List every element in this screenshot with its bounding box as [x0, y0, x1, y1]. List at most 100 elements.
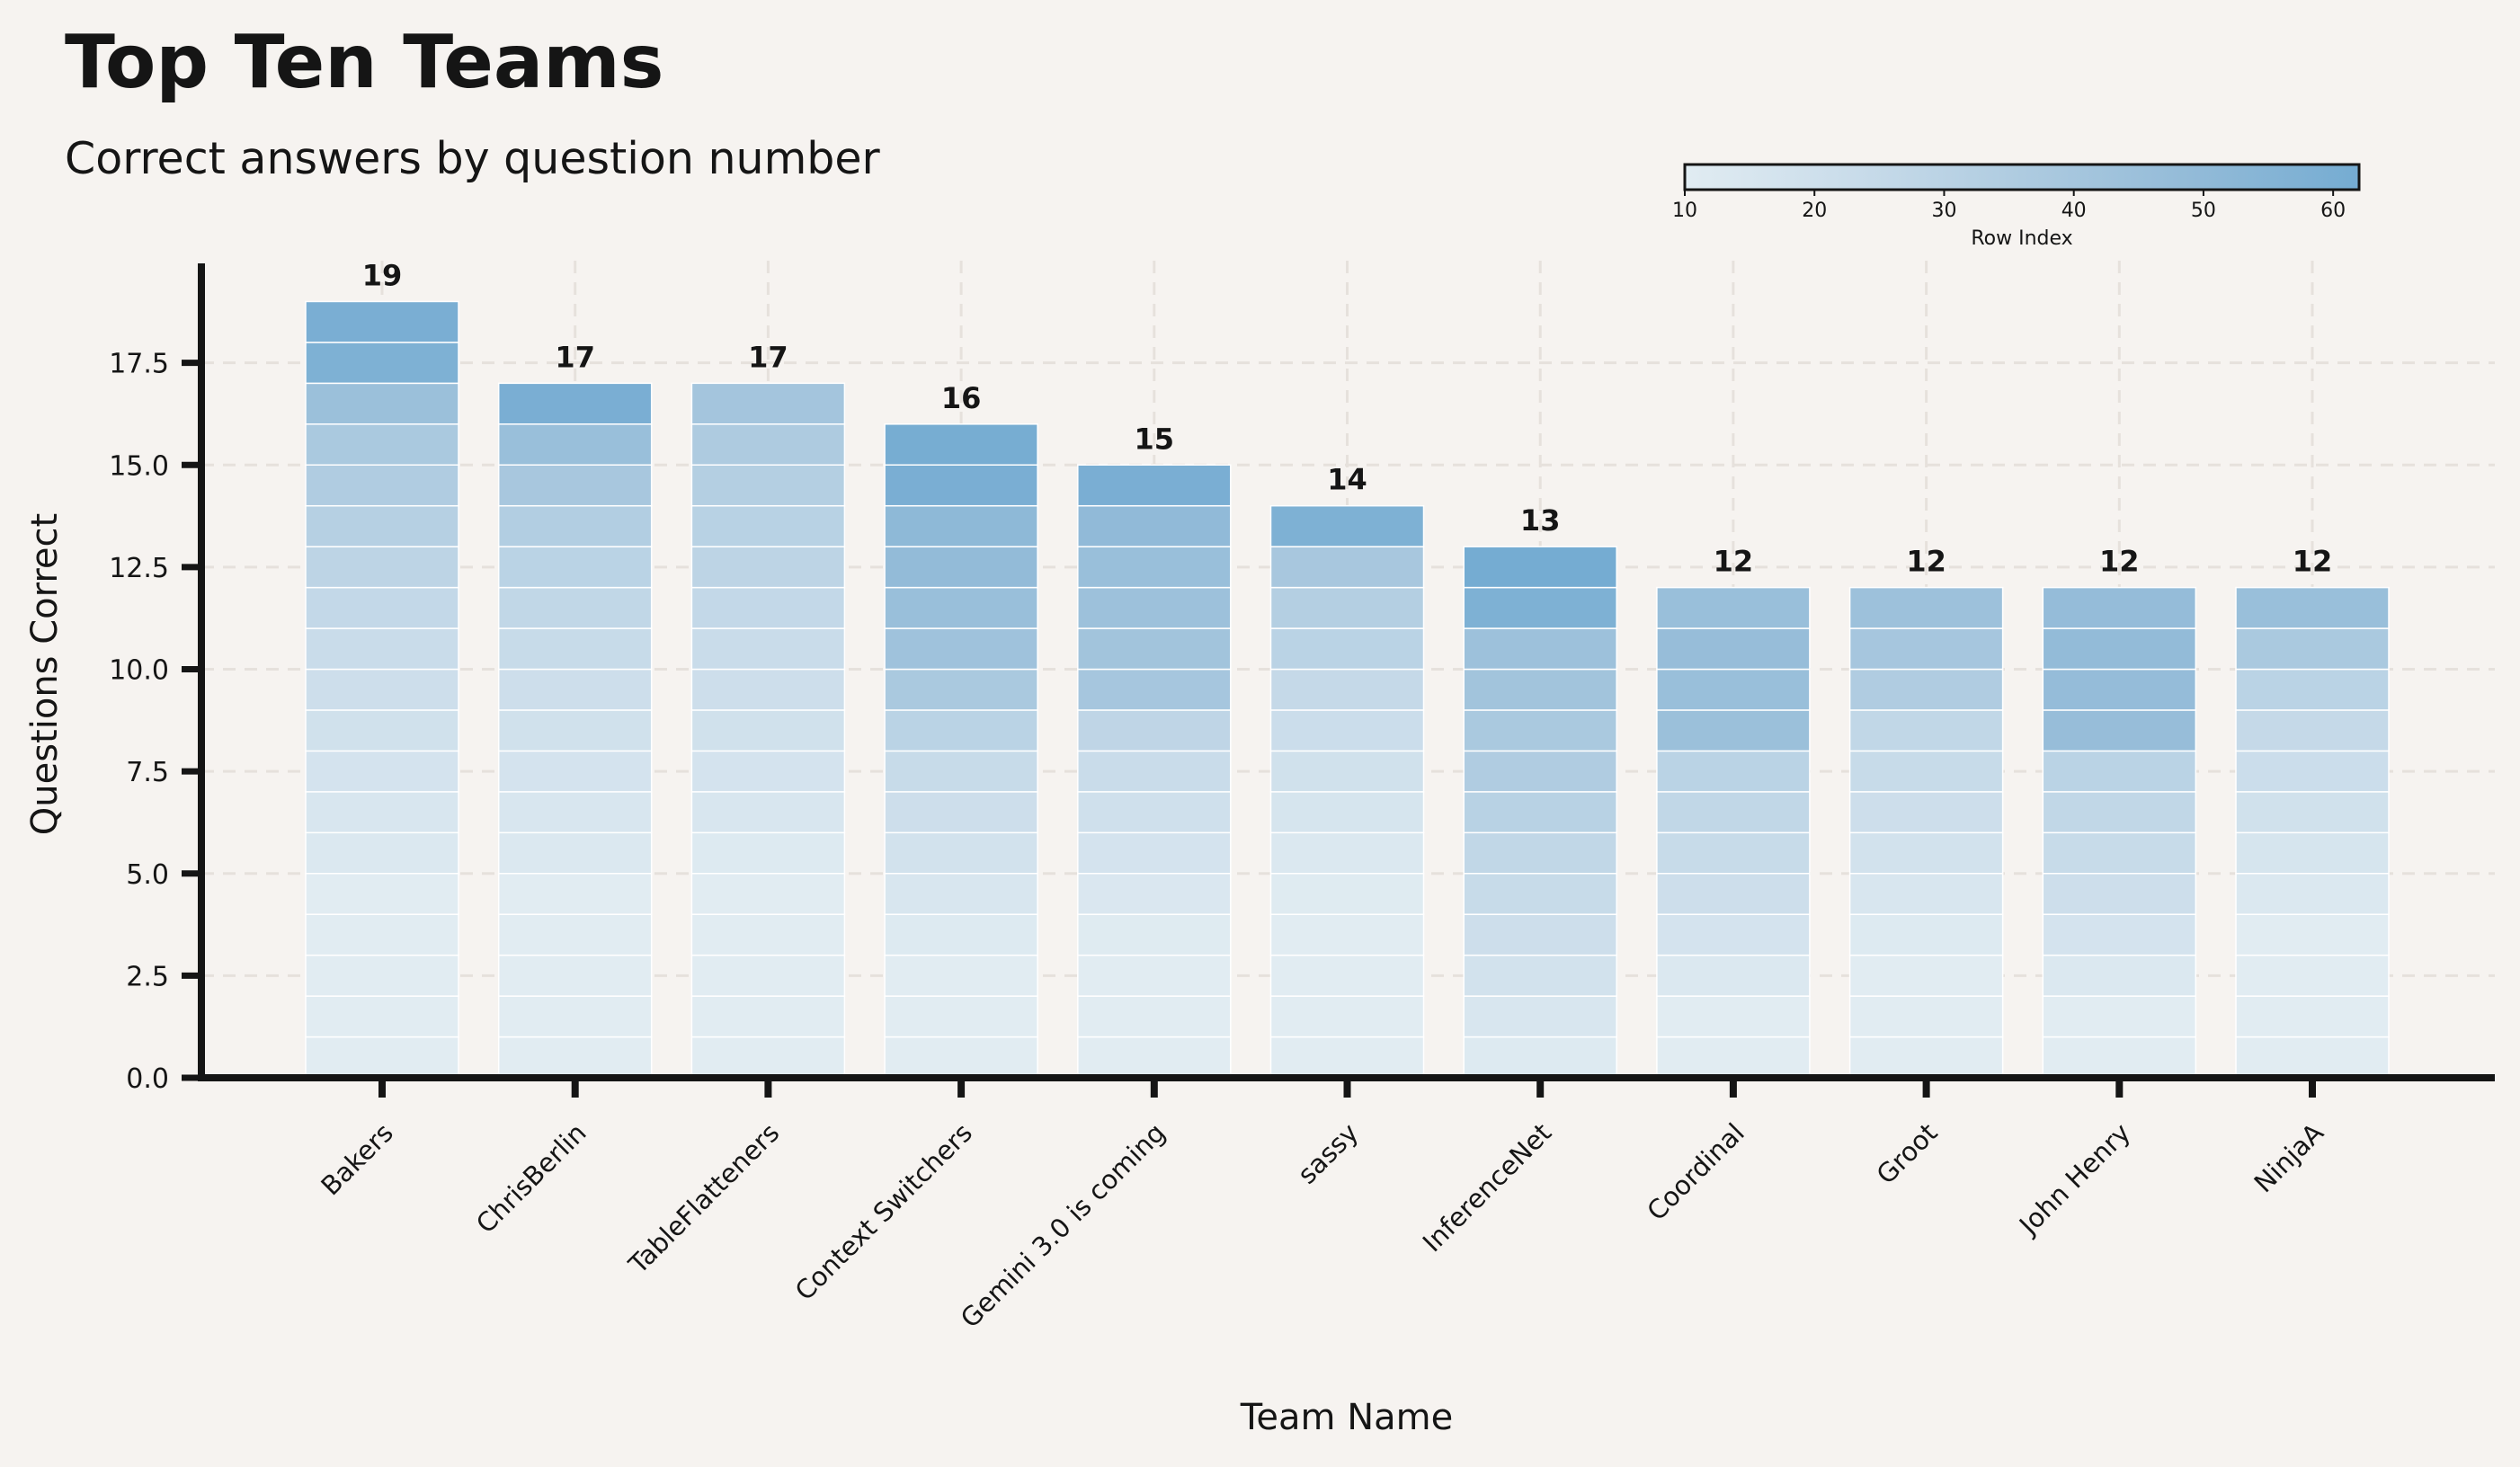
x-tick-label: John Henry: [2012, 1117, 2136, 1241]
bar-value-label: 12: [2293, 545, 2333, 579]
bar-segment: [305, 873, 459, 915]
bar-segment: [1463, 954, 1617, 997]
bar-segment: [1463, 750, 1617, 793]
bar-segment: [690, 546, 846, 589]
bar-segment: [690, 831, 846, 875]
bar-segment: [1269, 791, 1425, 834]
bar-segment: [497, 504, 653, 547]
bar-segment: [1463, 546, 1617, 589]
bar-segment: [884, 627, 1038, 671]
bar-segment: [690, 995, 846, 1038]
bar-segment: [1269, 546, 1425, 589]
bar-segment: [2042, 954, 2197, 997]
bar-value-label: 15: [1135, 422, 1175, 456]
bar-value-label: 13: [1520, 503, 1561, 538]
bar-segment: [2042, 1036, 2197, 1079]
bar-segment: [497, 831, 653, 875]
bar-segment: [1848, 1036, 2004, 1079]
bar-segment: [497, 423, 653, 466]
bar-segment: [497, 995, 653, 1038]
bar-segment: [2042, 586, 2197, 629]
bar-segment: [2235, 709, 2390, 752]
bar-segment: [2235, 627, 2390, 671]
bar-segment: [497, 546, 653, 589]
bar-segment: [305, 995, 459, 1038]
colorbar: [1683, 163, 2361, 191]
bar-segment: [1269, 504, 1425, 547]
bar: [690, 382, 846, 1079]
bar-segment: [884, 464, 1038, 507]
bar-segment: [1269, 995, 1425, 1038]
x-tick-label: ChrisBerlin: [470, 1117, 592, 1240]
bar-segment: [497, 668, 653, 711]
bar-segment: [2042, 913, 2197, 956]
bar-segment: [1656, 954, 1811, 997]
bar-segment: [884, 791, 1038, 834]
bar-value-label: 16: [941, 381, 982, 415]
bar-segment: [1269, 873, 1425, 915]
bar-segment: [1077, 464, 1232, 507]
bar-segment: [2042, 750, 2197, 793]
bar-segment: [1848, 954, 2004, 997]
bar-segment: [1077, 873, 1232, 915]
bar-segment: [497, 791, 653, 834]
colorbar-tick-label: 40: [2061, 200, 2087, 222]
bar-segment: [1269, 750, 1425, 793]
bar-segment: [690, 382, 846, 425]
bar-value-label: 19: [362, 258, 403, 292]
bar-segment: [1077, 627, 1232, 671]
bar-segment: [305, 382, 459, 425]
bar-segment: [1077, 791, 1232, 834]
bar-segment: [2042, 668, 2197, 711]
bar: [1463, 546, 1617, 1079]
bar-segment: [497, 954, 653, 997]
bar-segment: [1656, 831, 1811, 875]
bar-segment: [1463, 1036, 1617, 1079]
bar-segment: [2235, 873, 2390, 915]
bar-segment: [1848, 791, 2004, 834]
bar-segment: [1463, 831, 1617, 875]
y-tick-label: 15.0: [109, 450, 169, 482]
bar: [2235, 586, 2390, 1079]
colorbar-tick-label: 30: [1931, 200, 1956, 222]
bar-segment: [1077, 831, 1232, 875]
bar-value-label: 17: [748, 340, 788, 374]
bar-segment: [1269, 913, 1425, 956]
bar-segment: [1077, 586, 1232, 629]
bar-segment: [1656, 913, 1811, 956]
bar-value-label: 12: [2099, 545, 2140, 579]
bar-segment: [2235, 586, 2390, 629]
bar-value-label: 12: [1906, 545, 1946, 579]
bar-segment: [497, 709, 653, 752]
bar-segment: [497, 873, 653, 915]
bar-segment: [1269, 668, 1425, 711]
bar-segment: [1077, 668, 1232, 711]
bar-segment: [884, 954, 1038, 997]
bar-segment: [1077, 504, 1232, 547]
bar-segment: [690, 627, 846, 671]
bar-segment: [497, 586, 653, 629]
bar-segment: [497, 382, 653, 425]
chart-title: Top Ten Teams: [65, 20, 663, 105]
bar-segment: [1463, 627, 1617, 671]
bar-segment: [1077, 750, 1232, 793]
bar-segment: [305, 342, 459, 385]
bar-segment: [1269, 954, 1425, 997]
x-tick-label: sassy: [1292, 1117, 1365, 1190]
bar-segment: [690, 1036, 846, 1079]
bar-segment: [2042, 791, 2197, 834]
bar-segment: [1269, 586, 1425, 629]
bar-segment: [1848, 586, 2004, 629]
bar-segment: [305, 831, 459, 875]
x-tick-label: Groot: [1870, 1117, 1943, 1190]
bar: [1077, 464, 1232, 1079]
bar-segment: [1077, 1036, 1232, 1079]
bar-segment: [690, 668, 846, 711]
bar-segment: [497, 913, 653, 956]
bar-segment: [884, 668, 1038, 711]
bar-value-label: 12: [1714, 545, 1754, 579]
x-tick-label: Context Switchers: [789, 1117, 978, 1306]
bar-value-label: 14: [1327, 463, 1367, 497]
bar-segment: [690, 586, 846, 629]
